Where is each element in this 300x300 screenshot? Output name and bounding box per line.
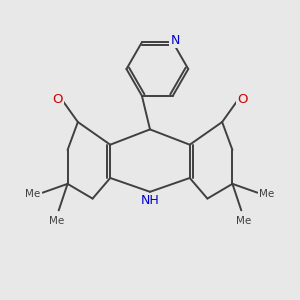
Text: Me: Me (236, 216, 251, 226)
Text: O: O (237, 93, 247, 106)
Text: O: O (52, 93, 63, 106)
Text: Me: Me (49, 216, 64, 226)
Text: Me: Me (26, 189, 41, 199)
Text: N: N (170, 34, 180, 47)
Text: Me: Me (259, 189, 274, 199)
Text: NH: NH (141, 194, 159, 207)
